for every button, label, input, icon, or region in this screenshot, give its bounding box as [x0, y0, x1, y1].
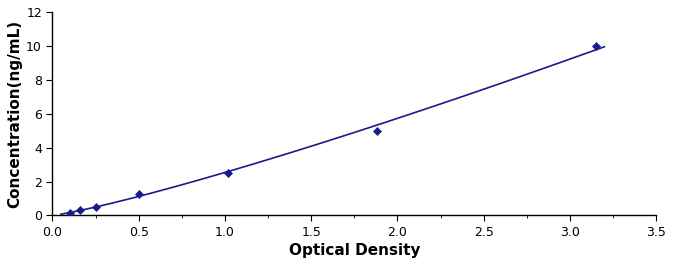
Y-axis label: Concentration(ng/mL): Concentration(ng/mL) [7, 20, 22, 208]
X-axis label: Optical Density: Optical Density [289, 243, 420, 258]
